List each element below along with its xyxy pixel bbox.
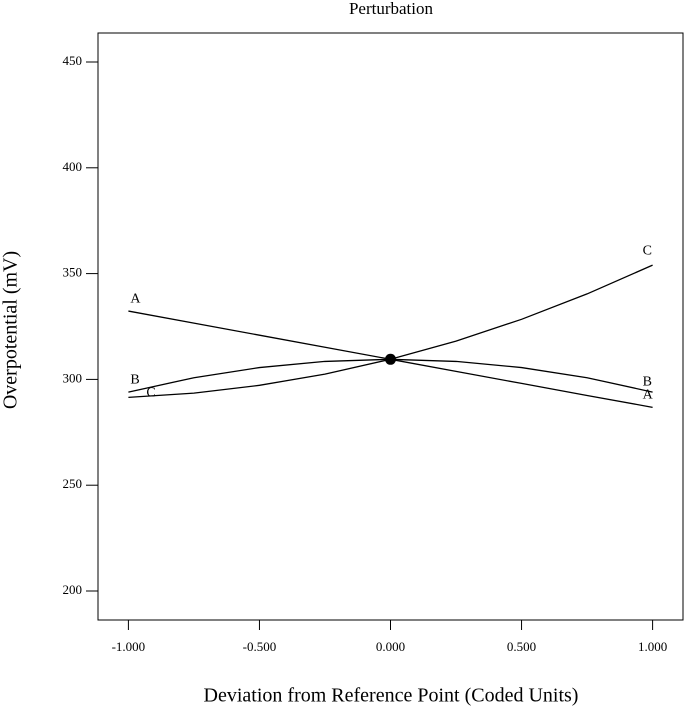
plot-frame [97,32,684,621]
series-label: A [643,388,654,403]
x-tick-label: 0.500 [507,639,536,654]
series-label: A [130,291,141,306]
y-tick-label: 450 [63,53,83,68]
x-tick-label: 1.000 [638,639,667,654]
series-label: C [146,386,155,401]
y-tick-label: 400 [63,159,83,174]
series-line [128,264,653,399]
series-label: B [130,372,139,387]
chart-title: Perturbation [349,0,434,18]
y-axis-label: Overpotential (mV) [0,251,22,409]
x-tick-label: 0.000 [376,639,405,654]
x-tick-label: -1.000 [112,639,146,654]
y-tick-label: 250 [63,476,83,491]
y-tick-label: 350 [63,265,83,280]
series-label: B [643,374,652,389]
y-tick-label: 200 [63,582,83,597]
series-label: C [643,243,652,258]
y-tick-label: 300 [63,370,83,385]
x-tick-label: -0.500 [243,639,277,654]
x-axis-label: Deviation from Reference Point (Coded Un… [204,685,579,707]
reference-point [385,353,396,365]
